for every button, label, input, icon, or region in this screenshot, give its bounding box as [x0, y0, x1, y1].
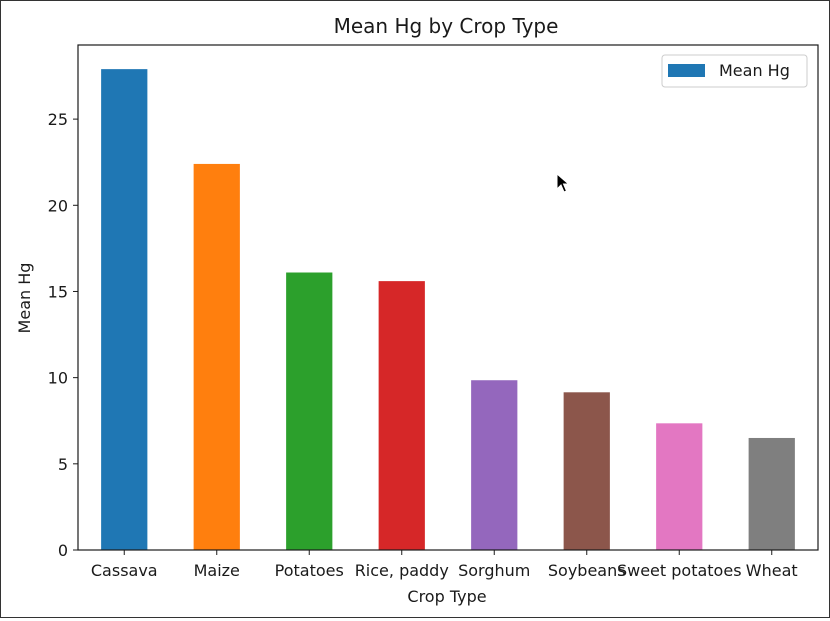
x-tick-label: Cassava	[91, 561, 158, 580]
y-tick-label: 5	[58, 455, 68, 474]
x-axis-label: Crop Type	[407, 587, 486, 606]
y-tick-label: 15	[48, 282, 68, 301]
plot-area-frame	[77, 44, 819, 551]
chart-title: Mean Hg by Crop Type	[334, 14, 559, 38]
x-tick-label: Soybeans	[548, 561, 626, 580]
y-axis: 0 5 10 15 20 25	[48, 110, 78, 560]
y-tick-label: 25	[48, 110, 68, 129]
bar	[656, 423, 703, 550]
x-tick-label: Sorghum	[458, 561, 530, 580]
y-tick-label: 20	[48, 196, 68, 215]
legend-swatch	[668, 64, 705, 77]
bar	[471, 380, 518, 550]
legend-box	[661, 54, 808, 88]
bar	[563, 392, 610, 550]
bar	[378, 281, 425, 550]
bar	[101, 69, 148, 550]
x-axis: Cassava Maize Potatoes Rice, paddy Sorghum So…	[91, 550, 798, 580]
legend-label: Mean Hg	[719, 61, 790, 80]
y-tick-label: 10	[48, 369, 68, 388]
bar	[193, 163, 240, 550]
bar	[748, 437, 795, 550]
bars-group	[101, 69, 795, 550]
bar	[286, 272, 333, 550]
y-axis-label: Mean Hg	[15, 263, 34, 334]
x-tick-label: Maize	[194, 561, 240, 580]
legend: Mean Hg	[661, 54, 808, 88]
mouse-cursor-icon	[556, 172, 570, 193]
x-tick-label: Potatoes	[275, 561, 344, 580]
x-tick-label: Sweet potatoes	[617, 561, 742, 580]
x-tick-label: Rice, paddy	[355, 561, 449, 580]
x-tick-label: Wheat	[746, 561, 798, 580]
y-tick-label: 0	[58, 541, 68, 560]
